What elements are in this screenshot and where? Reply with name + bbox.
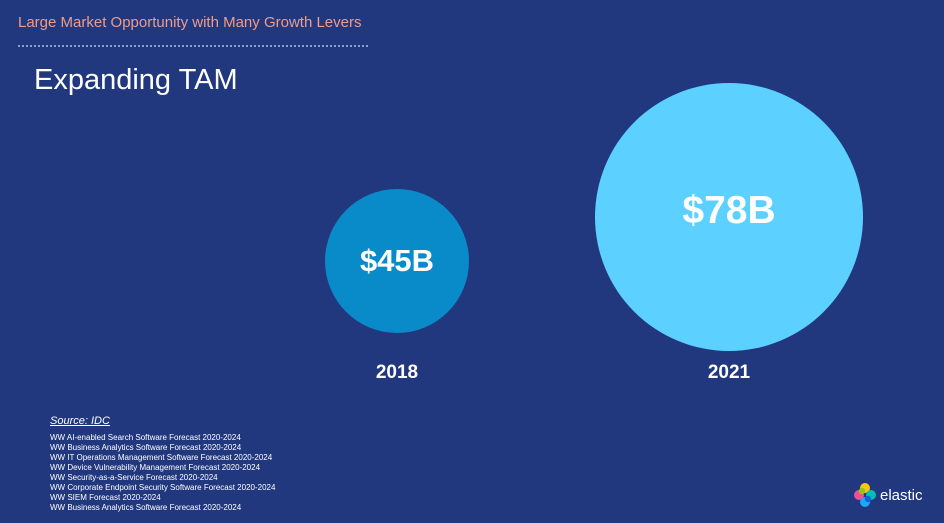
- source-item: WW Business Analytics Software Forecast …: [50, 503, 242, 512]
- source-item: WW Corporate Endpoint Security Software …: [50, 483, 276, 492]
- brand-name: elastic: [880, 486, 923, 504]
- tam-2021-bubble: $78B: [595, 83, 863, 351]
- source-item: WW Device Vulnerability Management Forec…: [50, 463, 261, 472]
- year-label-2021: 2021: [707, 362, 751, 383]
- page-title: Expanding TAM: [34, 64, 238, 96]
- elastic-logo-icon: [854, 483, 876, 507]
- dotted-divider: [18, 45, 368, 47]
- source-item: WW SIEM Forecast 2020-2024: [50, 493, 161, 502]
- source-item: WW AI-enabled Search Software Forecast 2…: [50, 433, 241, 442]
- source-item: WW IT Operations Management Software For…: [50, 453, 273, 462]
- tam-2018-bubble: $45B: [325, 189, 469, 333]
- source-item: WW Security-as-a-Service Forecast 2020-2…: [50, 473, 218, 482]
- source-label: Source: IDC: [50, 415, 110, 427]
- section-kicker: Large Market Opportunity with Many Growt…: [18, 14, 362, 31]
- source-item: WW Business Analytics Software Forecast …: [50, 443, 242, 452]
- source-list: WW AI-enabled Search Software Forecast 2…: [50, 433, 275, 513]
- brand-logo: elastic: [852, 482, 923, 508]
- year-label-2018: 2018: [375, 362, 419, 383]
